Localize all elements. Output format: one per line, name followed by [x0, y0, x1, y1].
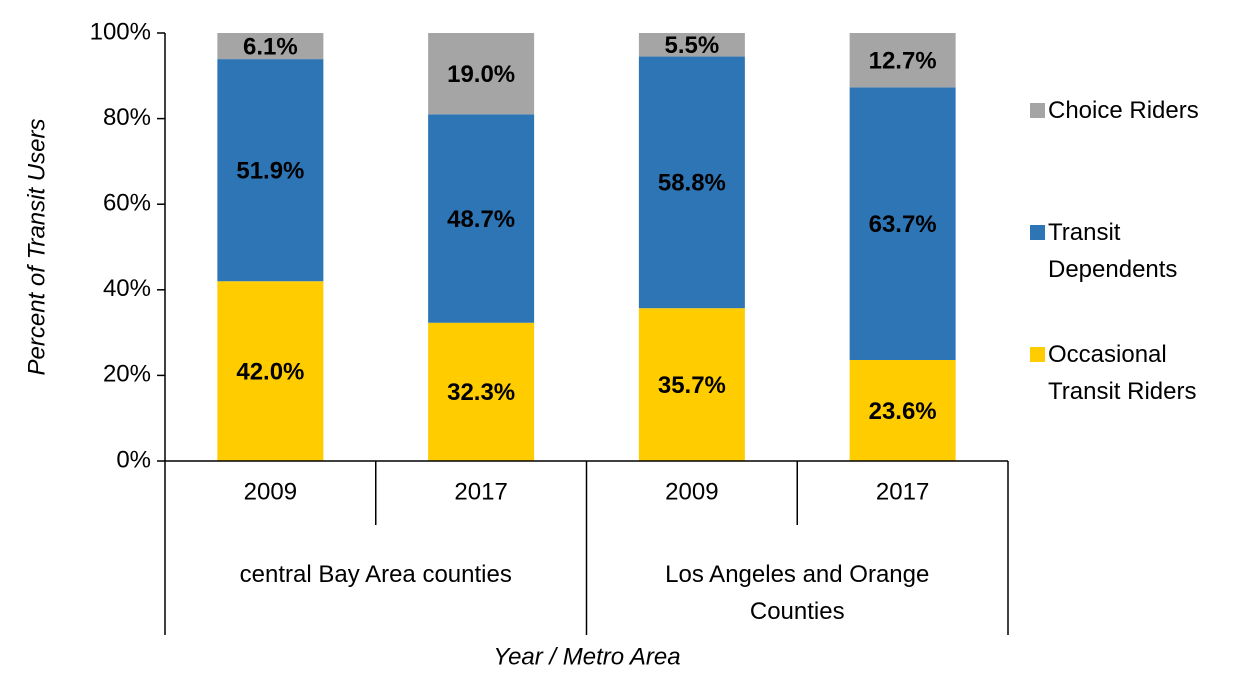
x-tick-label: 2017: [454, 478, 507, 505]
bar-segment: [638, 33, 745, 57]
legend-label: Choice Riders: [1048, 97, 1199, 124]
data-label: 63.7%: [869, 211, 937, 238]
bar-segment: [849, 87, 956, 360]
legend-swatch: [1030, 347, 1045, 362]
data-label: 6.1%: [243, 33, 298, 60]
data-label: 35.7%: [658, 372, 726, 399]
bar-segment: [849, 33, 956, 88]
data-label: 42.0%: [236, 358, 304, 385]
bar-segment: [428, 322, 535, 461]
bar-segment: [217, 33, 324, 60]
data-label: 12.7%: [869, 48, 937, 75]
data-label: 19.0%: [447, 61, 515, 88]
data-label: 23.6%: [869, 398, 937, 425]
legend-label: Occasional Transit Riders: [1048, 341, 1197, 405]
bar-segment: [638, 56, 745, 309]
y-tick-label: 20%: [103, 361, 151, 388]
y-tick-label: 80%: [103, 104, 151, 131]
legend-swatch: [1030, 103, 1045, 118]
data-label: 51.9%: [236, 158, 304, 185]
bar-segment: [428, 33, 535, 115]
group-label: Los Angeles and Orange Counties: [665, 561, 930, 625]
data-label: 48.7%: [447, 206, 515, 233]
x-tick-label: 2017: [876, 478, 929, 505]
legend-swatch: [1030, 225, 1045, 240]
y-tick-label: 60%: [103, 190, 151, 217]
group-label: central Bay Area counties: [239, 561, 512, 588]
x-tick-label: 2009: [244, 478, 297, 505]
legend-label: Transit Dependents: [1048, 219, 1178, 283]
bar-segment: [849, 359, 956, 461]
data-label: 5.5%: [665, 32, 720, 59]
bar-segment: [217, 59, 324, 282]
y-tick-label: 40%: [103, 275, 151, 302]
bar-segment: [217, 281, 324, 461]
y-tick-label: 100%: [90, 18, 151, 45]
data-label: 58.8%: [658, 170, 726, 197]
bar-segment: [428, 114, 535, 323]
x-tick-label: 2009: [665, 478, 718, 505]
data-label: 32.3%: [447, 379, 515, 406]
y-axis-label: Percent of Transit Users: [23, 119, 50, 376]
x-axis-label: Year / Metro Area: [493, 643, 680, 670]
y-tick-label: 0%: [116, 446, 151, 473]
bar-segment: [638, 308, 745, 461]
